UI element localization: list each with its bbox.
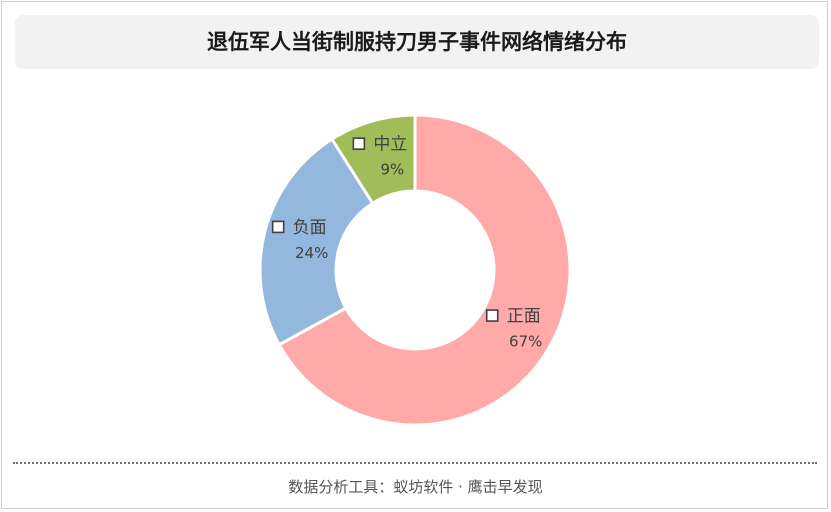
label-marker-icon <box>271 220 285 234</box>
category-label: 正面 <box>507 307 541 327</box>
chart-title: 退伍军人当街制服持刀男子事件网络情绪分布 <box>207 30 627 54</box>
label-marker-icon <box>352 137 366 150</box>
value-label: 24% <box>295 244 328 262</box>
data-label-positive: 正面 67% <box>485 307 542 351</box>
value-label: 9% <box>380 161 404 179</box>
slice-neutral <box>329 113 417 206</box>
value-label: 67% <box>509 333 542 351</box>
category-label: 中立 <box>373 135 407 155</box>
footer-divider <box>13 462 817 464</box>
category-label: 负面 <box>293 218 327 238</box>
slice-negative <box>258 137 375 347</box>
label-marker-icon <box>485 309 499 322</box>
slice-positive <box>277 113 572 427</box>
footer-source: 数据分析工具：蚁坊软件 · 鹰击早发现 <box>288 478 543 496</box>
data-label-negative: 负面 24% <box>271 218 328 262</box>
data-label-neutral: 中立 9% <box>352 135 407 179</box>
title-bar: 退伍军人当街制服持刀男子事件网络情绪分布 <box>15 15 819 69</box>
